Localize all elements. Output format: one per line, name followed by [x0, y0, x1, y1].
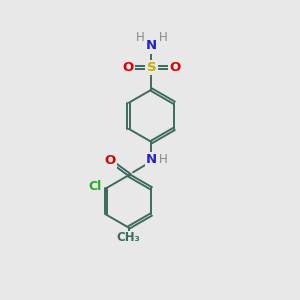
Text: O: O — [169, 61, 181, 74]
Text: N: N — [146, 40, 157, 52]
Text: H: H — [158, 31, 167, 44]
Text: O: O — [122, 61, 133, 74]
Text: Cl: Cl — [88, 180, 101, 194]
Text: H: H — [158, 153, 167, 166]
Text: N: N — [146, 153, 157, 166]
Text: H: H — [136, 31, 145, 44]
Text: CH₃: CH₃ — [117, 232, 140, 244]
Text: S: S — [147, 61, 156, 74]
Text: O: O — [104, 154, 116, 167]
